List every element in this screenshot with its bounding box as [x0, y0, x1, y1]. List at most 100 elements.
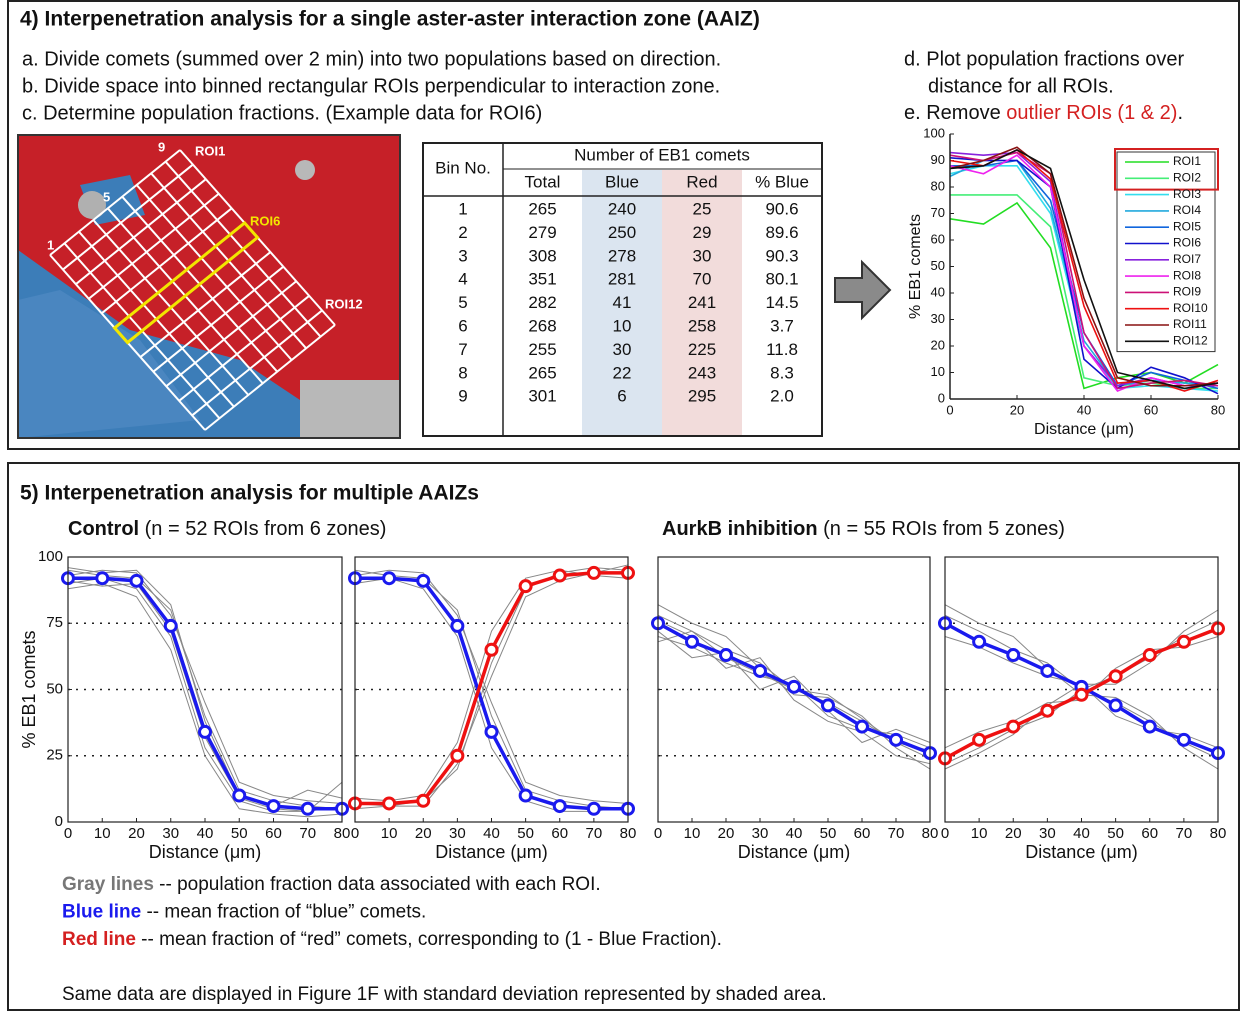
note: Red line -- mean fraction of “red” comet…	[62, 929, 722, 950]
data-marker	[518, 788, 533, 803]
data-marker	[1108, 669, 1123, 684]
x-tick-label: 10	[94, 825, 111, 842]
note-part: -- population fraction data associated w…	[154, 874, 601, 895]
table-cell: 90.6	[765, 199, 798, 218]
roi-grid	[88, 192, 220, 300]
step-part: e. Remove	[904, 102, 1006, 124]
x-tick-label: 80	[334, 825, 351, 842]
data-line	[355, 576, 628, 811]
x-tick-label: 30	[752, 825, 769, 842]
x-tick-label: 60	[1144, 402, 1158, 417]
table-cell: 30	[693, 246, 712, 265]
data-marker	[450, 748, 465, 763]
panel-5-frame	[7, 462, 1240, 1011]
table-cell: 225	[688, 340, 716, 359]
image-label: 9	[158, 139, 165, 154]
chart: 0 10 20 30 40 50 60 70 80 Distance (μm)	[651, 556, 939, 862]
table-cell: 8.3	[770, 363, 794, 382]
y-tick-label: 100	[38, 548, 63, 565]
blue-region	[18, 290, 200, 438]
table-cell: 255	[528, 340, 556, 359]
table-cell: 29	[693, 223, 712, 242]
data-marker	[95, 571, 110, 586]
data-marker	[1040, 703, 1055, 718]
y-tick-label: 0	[55, 813, 63, 830]
step-part: .	[1177, 102, 1183, 124]
data-marker	[685, 634, 699, 649]
data-marker	[416, 573, 431, 588]
data-marker	[382, 796, 397, 811]
x-tick-label: 40	[786, 825, 803, 842]
table-cell: 9	[458, 387, 467, 406]
x-axis-label: Distance (μm)	[1025, 842, 1137, 862]
table-bg	[582, 170, 662, 436]
note-part: Red line	[62, 929, 136, 950]
x-tick-label: 0	[946, 402, 953, 417]
image-label: 5	[103, 189, 110, 204]
data-line	[949, 154, 1219, 393]
note-part: Blue line	[62, 902, 141, 923]
table-cell: 250	[608, 223, 636, 242]
x-tick-label: 10	[381, 825, 398, 842]
table-cell: 6	[458, 316, 467, 335]
data-marker	[1176, 634, 1191, 649]
x-tick-label: 20	[1010, 402, 1024, 417]
data-marker	[484, 642, 499, 657]
x-tick-label: 80	[922, 825, 939, 842]
step: b. Divide space into binned rectangular …	[22, 75, 720, 97]
legend-label: ROI3	[1173, 187, 1201, 201]
note: Same data are displayed in Figure 1F wit…	[62, 984, 827, 1005]
x-tick-label: 70	[299, 825, 316, 842]
data-marker	[1108, 698, 1123, 713]
image-label: ROI6	[250, 213, 280, 228]
roi-grid	[62, 163, 194, 271]
y-tick-label: 40	[931, 284, 945, 299]
data-line	[355, 571, 628, 806]
data-marker	[198, 724, 212, 739]
x-tick-label: 40	[1073, 825, 1090, 842]
table-cell: 80.1	[765, 270, 798, 289]
data-marker	[232, 788, 247, 803]
plot-frame	[67, 556, 343, 823]
x-tick-label: 20	[1005, 825, 1022, 842]
table-cell: 278	[608, 246, 636, 265]
note-part: Gray lines	[62, 874, 154, 895]
x-tick-label: 20	[128, 825, 145, 842]
plot-frame	[944, 556, 1219, 823]
data-line	[949, 149, 1219, 390]
data-marker	[753, 663, 767, 678]
data-marker	[821, 698, 835, 713]
data-marker	[450, 618, 465, 633]
data-marker	[787, 679, 801, 694]
image-label: ROI1	[195, 143, 225, 158]
data-line	[68, 576, 342, 811]
x-tick-label: 50	[1107, 825, 1124, 842]
y-axis-label: % EB1 comets	[19, 630, 39, 748]
gray-patch	[295, 160, 315, 180]
y-tick-label: 0	[938, 390, 945, 405]
x-tick-label: 10	[971, 825, 988, 842]
data-marker	[163, 618, 178, 633]
table-cell: 89.6	[765, 223, 798, 242]
data-marker	[1074, 687, 1089, 702]
table-cell: 90.3	[765, 246, 798, 265]
table-cell: 7	[458, 340, 467, 359]
y-tick-label: 60	[931, 231, 945, 246]
note: Blue line -- mean fraction of “blue” com…	[62, 902, 426, 923]
x-tick-label: 70	[1176, 825, 1193, 842]
legend-label: ROI11	[1173, 317, 1207, 331]
data-marker	[1176, 732, 1191, 747]
table-cell: 351	[528, 270, 556, 289]
group-label-part: (n = 55 ROIs from 5 zones)	[818, 518, 1065, 540]
x-tick-label: 30	[162, 825, 179, 842]
note-part: -- mean fraction of “blue” comets.	[141, 902, 426, 923]
y-tick-label: 20	[931, 337, 945, 352]
x-tick-label: 20	[415, 825, 432, 842]
note: Gray lines -- population fraction data a…	[62, 874, 601, 895]
table-cell: 295	[688, 387, 716, 406]
micrograph-border	[17, 134, 401, 439]
arrow	[834, 259, 892, 321]
image-label: 1	[47, 237, 54, 252]
x-tick-label: 0	[64, 825, 72, 842]
